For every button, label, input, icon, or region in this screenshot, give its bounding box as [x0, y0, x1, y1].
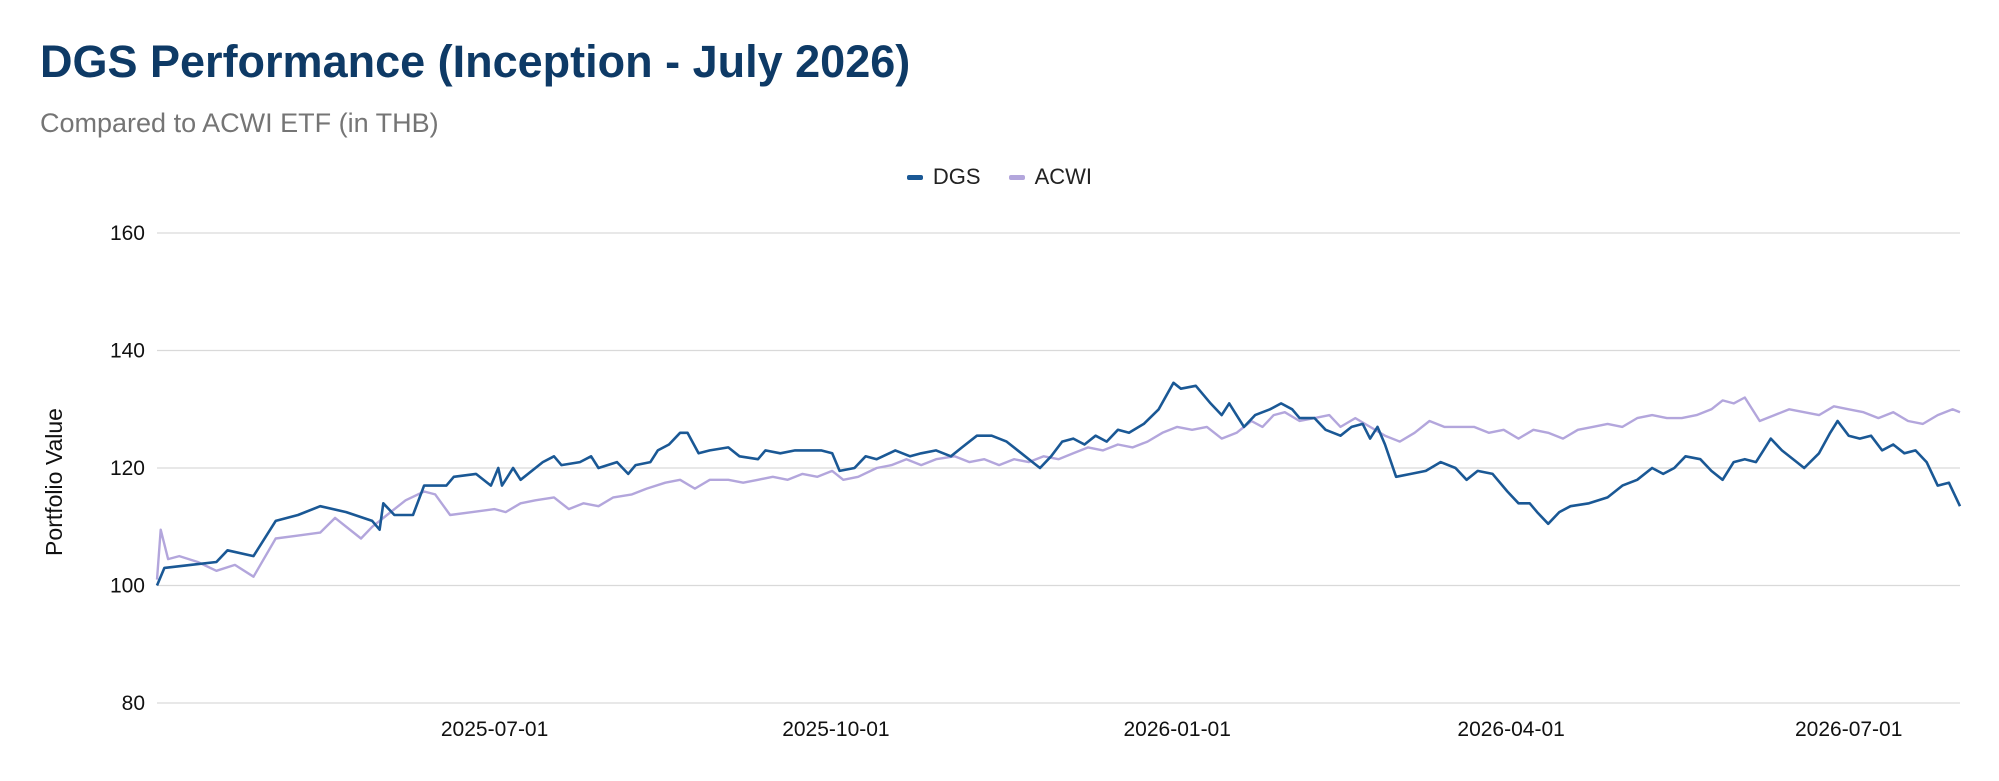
x-tick-label: 2026-07-01 [1795, 718, 1902, 741]
series-line-acwi[interactable] [155, 396, 1961, 580]
y-tick-label: 120 [110, 457, 145, 480]
y-tick-label: 160 [110, 222, 145, 245]
series-line-dgs[interactable] [155, 381, 1962, 587]
legend-swatch-acwi [1008, 174, 1025, 180]
x-tick-labels: 2025-07-01 2025-10-01 2026-01-01 2026-04-01… [441, 718, 1903, 741]
y-tick-label: 80 [122, 692, 145, 715]
y-tick-label: 100 [110, 575, 145, 598]
x-tick-label: 2026-04-01 [1457, 718, 1564, 741]
y-axis-label: Portfolio Value [41, 408, 67, 556]
x-tick-label: 2025-07-01 [441, 718, 548, 741]
x-tick-label: 2026-01-01 [1124, 718, 1231, 741]
chart-subtitle: Compared to ACWI ETF (in THB) [40, 108, 439, 138]
legend-label-dgs: DGS [932, 164, 981, 189]
y-tick-label: 140 [110, 340, 145, 363]
legend: DGS ACWI [0, 164, 1999, 190]
series-lines [155, 381, 1962, 587]
x-tick-label: 2025-10-01 [782, 718, 889, 741]
y-tick-labels: 80 100 120 140 160 [110, 222, 145, 715]
chart-title: DGS Performance (Inception - July 2026) [40, 36, 911, 87]
legend-swatch-dgs [906, 174, 923, 180]
legend-item-dgs[interactable]: DGS [906, 164, 981, 190]
legend-item-acwi[interactable]: ACWI [1008, 164, 1093, 190]
legend-label-acwi: ACWI [1034, 164, 1093, 189]
grid-lines [157, 232, 1960, 704]
